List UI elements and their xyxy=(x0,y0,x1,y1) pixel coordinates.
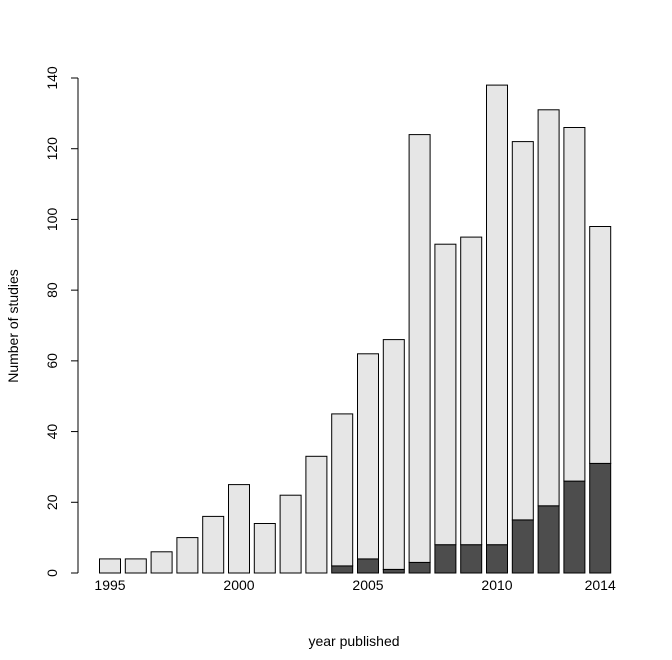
bar-2004-segment-1 xyxy=(331,413,354,567)
y-tick-label-140: 140 xyxy=(44,66,60,90)
bar-2005-segment-1 xyxy=(357,353,379,560)
bar-1997-segment-1 xyxy=(150,551,173,574)
y-axis: 0 20 40 60 80 100 120 140 xyxy=(44,66,79,577)
bar-2007-segment-0 xyxy=(408,561,431,574)
y-tick-label-0: 0 xyxy=(44,569,60,577)
bar-2009-segment-1 xyxy=(460,236,483,546)
bar-2012-segment-0 xyxy=(537,505,560,574)
y-tick-label-100: 100 xyxy=(44,208,60,232)
bar-2009-segment-0 xyxy=(460,544,483,574)
bar-2001-segment-1 xyxy=(253,523,276,574)
bar-2014-segment-0 xyxy=(589,462,612,574)
bar-1995-segment-1 xyxy=(99,558,121,574)
bar-1998-segment-1 xyxy=(176,537,199,574)
bar-2013-segment-1 xyxy=(563,127,586,482)
bars-group xyxy=(99,84,612,574)
bar-2002-segment-1 xyxy=(279,494,302,574)
x-tick-label-2014: 2014 xyxy=(585,577,616,593)
bar-2014-segment-1 xyxy=(589,226,612,464)
bar-2013-segment-0 xyxy=(563,480,586,574)
x-axis: 1995 2000 2005 2010 2014 xyxy=(94,577,616,593)
bar-2006-segment-1 xyxy=(382,339,405,570)
bar-2005-segment-0 xyxy=(357,558,379,574)
bar-2008-segment-0 xyxy=(434,544,457,574)
bar-2007-segment-1 xyxy=(408,134,431,563)
x-tick-label-2010: 2010 xyxy=(481,577,512,593)
y-tick-label-60: 60 xyxy=(44,353,60,369)
bar-2008-segment-1 xyxy=(434,243,457,546)
bar-2010-segment-0 xyxy=(486,544,508,574)
bar-2006-segment-0 xyxy=(382,569,405,574)
bar-2000-segment-1 xyxy=(228,484,250,574)
y-tick-label-20: 20 xyxy=(44,494,60,510)
bar-2012-segment-1 xyxy=(537,109,560,507)
bar-2003-segment-1 xyxy=(305,455,328,574)
y-tick-label-120: 120 xyxy=(44,137,60,161)
bar-2010-segment-1 xyxy=(486,84,508,546)
y-axis-title: Number of studies xyxy=(5,269,21,383)
y-tick-label-40: 40 xyxy=(44,424,60,440)
y-tick-label-80: 80 xyxy=(44,282,60,298)
bar-1999-segment-1 xyxy=(202,515,225,574)
x-tick-label-2000: 2000 xyxy=(223,577,254,593)
x-axis-title: year published xyxy=(308,633,399,649)
x-tick-label-1995: 1995 xyxy=(94,577,125,593)
x-tick-label-2005: 2005 xyxy=(352,577,383,593)
bar-1996-segment-1 xyxy=(124,558,147,574)
bar-2011-segment-0 xyxy=(511,519,534,574)
bar-2004-segment-0 xyxy=(331,565,354,574)
bar-2011-segment-1 xyxy=(511,141,534,521)
